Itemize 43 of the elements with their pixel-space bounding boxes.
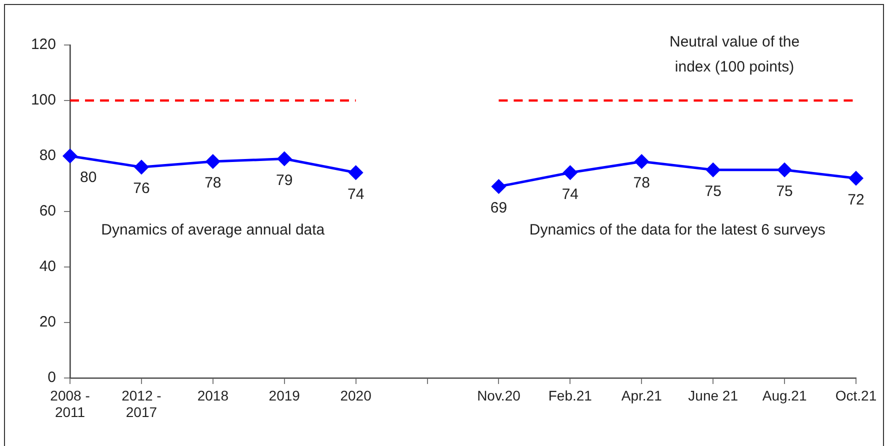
data-label: 78 <box>204 174 222 192</box>
data-label: 69 <box>490 200 508 217</box>
data-label: 76 <box>133 180 150 198</box>
x-tick-label: June 21 <box>688 387 738 404</box>
data-label: 79 <box>276 172 293 189</box>
x-tick-label: Nov.20 <box>477 387 521 404</box>
data-label: 72 <box>848 191 864 208</box>
point <box>848 170 864 186</box>
x-tick-label: 2018 <box>197 387 229 404</box>
data-label: 80 <box>80 169 97 186</box>
x-tick-label: 2008 - 2011 <box>50 387 90 420</box>
x-tick-label: Aug.21 <box>762 387 807 404</box>
point <box>205 154 220 170</box>
point <box>706 162 721 178</box>
point <box>348 165 364 180</box>
point <box>134 160 149 175</box>
data-label: 75 <box>776 183 793 200</box>
y-tick-label: 60 <box>39 202 56 220</box>
x-tick-label: Oct.21 <box>835 387 877 404</box>
data-label: 78 <box>633 174 650 192</box>
point <box>276 151 292 166</box>
x-tick-label: Feb.21 <box>548 387 592 404</box>
x-tick-label: 2012 - 2017 <box>122 387 162 420</box>
point <box>562 165 578 180</box>
point <box>777 162 792 178</box>
y-tick-label: 100 <box>30 92 56 109</box>
annotation: Dynamics of average annual data <box>101 222 326 239</box>
y-tick-label: 40 <box>39 258 56 276</box>
point <box>491 179 506 194</box>
x-tick-label: Apr.21 <box>621 387 662 404</box>
point <box>634 154 650 170</box>
y-tick-label: 120 <box>30 36 56 54</box>
data-label: 74 <box>347 186 364 203</box>
series-label: Neutral value of the index (100 points) <box>669 34 800 76</box>
data-label: 75 <box>704 183 722 200</box>
y-tick-label: 80 <box>39 147 56 164</box>
point <box>62 148 78 164</box>
annotation: Dynamics of the data for the latest 6 surveys <box>529 222 826 239</box>
data-label: 74 <box>562 186 579 203</box>
y-tick-label: 0 <box>48 369 56 386</box>
x-tick-label: 2019 <box>268 387 300 404</box>
y-tick-label: 20 <box>39 314 56 331</box>
x-tick-label: 2020 <box>340 387 372 404</box>
